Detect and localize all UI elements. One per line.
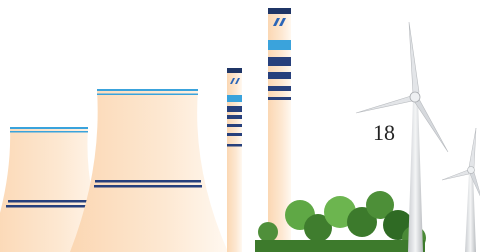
wind-turbine-small xyxy=(442,128,480,252)
chimney-short xyxy=(227,68,242,252)
page-number: 18 xyxy=(373,120,395,145)
page: 18 (() => { const data = JSON.parse(docu… xyxy=(0,0,480,252)
illustration: 18 xyxy=(0,0,480,252)
cooling-tower-large xyxy=(70,89,228,252)
